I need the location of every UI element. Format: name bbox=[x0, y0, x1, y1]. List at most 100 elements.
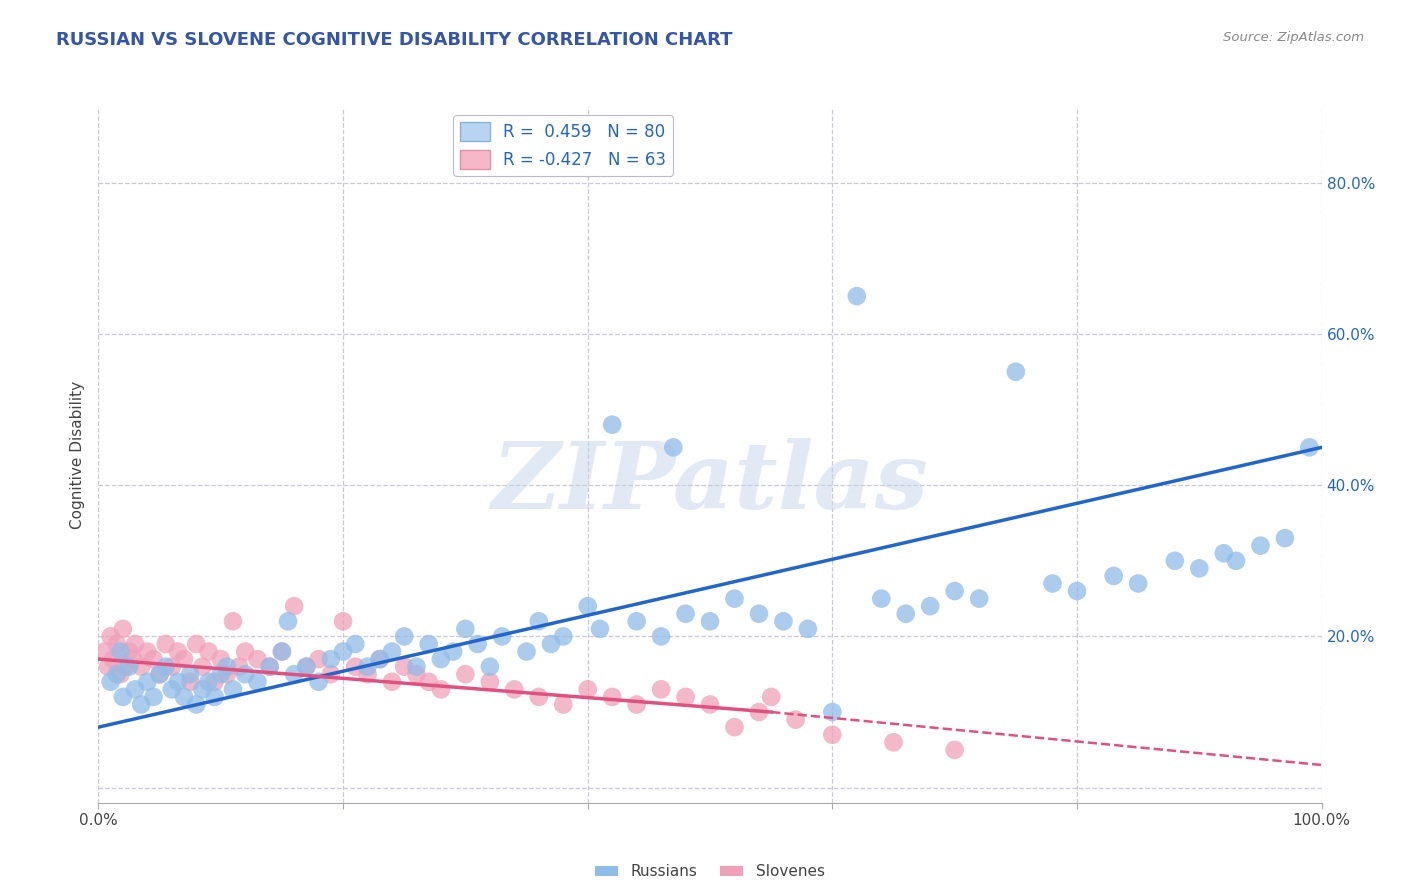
Point bbox=[467, 637, 489, 651]
Point bbox=[228, 659, 250, 673]
Point bbox=[576, 682, 599, 697]
Point bbox=[155, 637, 177, 651]
Point bbox=[173, 652, 195, 666]
Point bbox=[167, 644, 190, 658]
Point bbox=[967, 591, 990, 606]
Point bbox=[114, 659, 136, 673]
Point bbox=[136, 674, 159, 689]
Point bbox=[356, 659, 378, 673]
Point bbox=[650, 629, 672, 643]
Point bbox=[405, 659, 427, 673]
Point bbox=[1042, 576, 1064, 591]
Point bbox=[1164, 554, 1187, 568]
Point bbox=[600, 690, 623, 704]
Point bbox=[215, 659, 238, 673]
Point bbox=[772, 615, 794, 629]
Point bbox=[105, 637, 128, 651]
Point bbox=[270, 644, 294, 658]
Point bbox=[105, 667, 128, 681]
Point bbox=[1188, 561, 1211, 575]
Point bbox=[93, 644, 115, 658]
Point bbox=[626, 615, 648, 629]
Point bbox=[121, 652, 143, 666]
Point bbox=[319, 652, 342, 666]
Point bbox=[418, 674, 440, 689]
Text: RUSSIAN VS SLOVENE COGNITIVE DISABILITY CORRELATION CHART: RUSSIAN VS SLOVENE COGNITIVE DISABILITY … bbox=[56, 31, 733, 49]
Point bbox=[173, 690, 195, 704]
Point bbox=[943, 743, 966, 757]
Point bbox=[233, 644, 256, 658]
Y-axis label: Cognitive Disability: Cognitive Disability bbox=[70, 381, 86, 529]
Point bbox=[215, 667, 238, 681]
Point bbox=[699, 698, 721, 712]
Text: ZIPatlas: ZIPatlas bbox=[492, 438, 928, 528]
Point bbox=[149, 667, 172, 681]
Point bbox=[821, 705, 844, 719]
Point bbox=[589, 622, 612, 636]
Point bbox=[319, 667, 342, 681]
Point bbox=[454, 667, 477, 681]
Point bbox=[761, 690, 783, 704]
Point bbox=[209, 652, 232, 666]
Point bbox=[186, 637, 208, 651]
Point bbox=[454, 622, 477, 636]
Point bbox=[191, 682, 214, 697]
Point bbox=[381, 674, 404, 689]
Point bbox=[418, 637, 440, 651]
Point bbox=[845, 289, 868, 303]
Point bbox=[748, 607, 770, 621]
Point bbox=[943, 584, 966, 599]
Point bbox=[503, 682, 526, 697]
Point bbox=[283, 599, 305, 614]
Point bbox=[136, 644, 159, 658]
Point bbox=[723, 591, 745, 606]
Point bbox=[332, 644, 354, 658]
Point bbox=[295, 659, 318, 673]
Point bbox=[283, 667, 305, 681]
Point bbox=[155, 659, 177, 673]
Point bbox=[650, 682, 672, 697]
Point bbox=[1066, 584, 1088, 599]
Point bbox=[1225, 554, 1247, 568]
Point bbox=[392, 629, 416, 643]
Point bbox=[1274, 531, 1296, 545]
Point bbox=[675, 690, 697, 704]
Point bbox=[129, 698, 152, 712]
Point bbox=[894, 607, 917, 621]
Point bbox=[478, 674, 501, 689]
Point bbox=[191, 659, 214, 673]
Point bbox=[797, 622, 820, 636]
Point bbox=[204, 674, 226, 689]
Point bbox=[222, 682, 245, 697]
Point bbox=[100, 674, 122, 689]
Point bbox=[920, 599, 942, 614]
Point bbox=[222, 615, 245, 629]
Legend: Russians, Slovenes: Russians, Slovenes bbox=[589, 858, 831, 886]
Point bbox=[870, 591, 893, 606]
Point bbox=[344, 637, 367, 651]
Point bbox=[576, 599, 599, 614]
Point bbox=[246, 652, 269, 666]
Point bbox=[308, 674, 330, 689]
Point bbox=[186, 698, 208, 712]
Point bbox=[160, 682, 183, 697]
Point bbox=[308, 652, 330, 666]
Point bbox=[553, 698, 575, 712]
Point bbox=[675, 607, 697, 621]
Point bbox=[179, 667, 201, 681]
Point bbox=[405, 667, 427, 681]
Point bbox=[101, 652, 124, 666]
Point bbox=[97, 659, 120, 673]
Point bbox=[344, 659, 367, 673]
Point bbox=[381, 644, 404, 658]
Point bbox=[270, 644, 294, 658]
Point bbox=[124, 637, 146, 651]
Point bbox=[478, 659, 501, 673]
Point bbox=[553, 629, 575, 643]
Point bbox=[626, 698, 648, 712]
Point bbox=[1102, 569, 1125, 583]
Point bbox=[142, 690, 165, 704]
Point bbox=[259, 659, 281, 673]
Point bbox=[1004, 365, 1026, 379]
Point bbox=[124, 682, 146, 697]
